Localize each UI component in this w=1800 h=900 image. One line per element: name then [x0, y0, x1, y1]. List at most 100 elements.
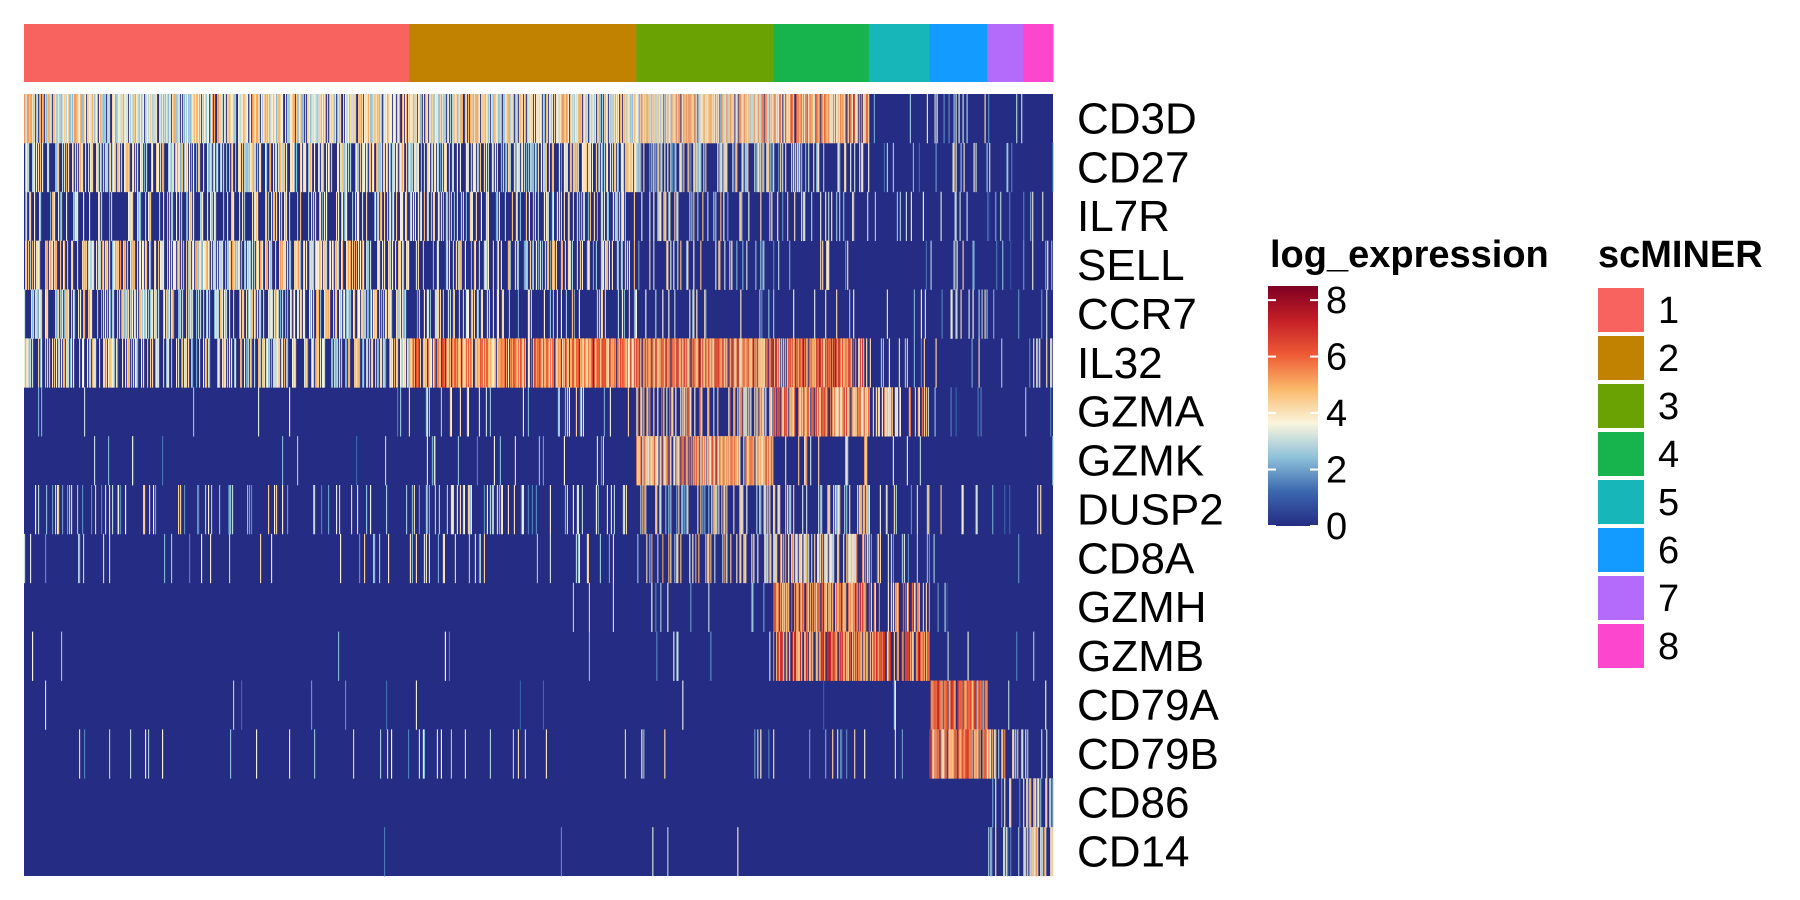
heatmap-cell — [277, 94, 279, 144]
heatmap-cell — [599, 94, 601, 144]
heatmap-cell — [442, 533, 444, 584]
heatmap-cell — [95, 485, 97, 535]
heatmap-cell — [773, 631, 775, 681]
heatmap-cell — [744, 533, 746, 584]
heatmap-cell — [284, 338, 286, 388]
heatmap-cell — [202, 191, 204, 242]
heatmap-cell — [653, 142, 655, 193]
heatmap-cell — [799, 631, 801, 681]
heatmap-cell — [295, 338, 297, 388]
heatmap-row-gzmh — [572, 582, 948, 633]
heatmap-cell — [215, 289, 217, 339]
heatmap-cell — [839, 338, 841, 388]
heatmap-cell — [25, 142, 27, 193]
heatmap-cell — [813, 582, 815, 633]
heatmap-cell — [155, 94, 157, 144]
heatmap-cell — [152, 289, 154, 339]
heatmap-cell — [954, 240, 956, 290]
heatmap-cell — [741, 387, 743, 437]
heatmap-cell — [988, 191, 990, 242]
heatmap-cell — [232, 191, 234, 242]
heatmap-cell — [59, 338, 61, 388]
cluster-bar-8 — [1023, 24, 1054, 82]
heatmap-cell — [1033, 338, 1035, 388]
heatmap-cell — [84, 387, 86, 437]
heatmap-cell — [91, 485, 93, 535]
heatmap-cell — [633, 338, 635, 388]
heatmap-cell — [833, 631, 835, 681]
heatmap-cell — [313, 338, 315, 388]
heatmap-cell — [28, 94, 30, 144]
heatmap-cell — [602, 338, 604, 388]
heatmap-cell — [704, 338, 706, 388]
heatmap-cell — [144, 485, 146, 535]
heatmap-cell — [676, 338, 678, 388]
heatmap-cell — [133, 338, 135, 388]
heatmap-cell — [515, 191, 517, 242]
heatmap-cell — [597, 142, 599, 193]
heatmap-cell — [250, 338, 252, 388]
heatmap-cell — [134, 289, 136, 339]
heatmap-cell — [833, 533, 835, 584]
heatmap-cell — [698, 94, 700, 144]
heatmap-cell — [583, 191, 585, 242]
heatmap-cell — [916, 582, 918, 633]
heatmap-cell — [978, 289, 980, 339]
heatmap-cell — [904, 631, 906, 681]
heatmap-cell — [690, 582, 692, 633]
heatmap-cell — [62, 485, 64, 535]
heatmap-cell — [814, 94, 816, 144]
heatmap-cell — [240, 289, 242, 339]
heatmap-cell — [798, 142, 800, 193]
heatmap-cell — [431, 142, 433, 193]
heatmap-cell — [492, 338, 494, 388]
heatmap-cell — [825, 533, 827, 584]
heatmap-cell — [953, 240, 955, 290]
heatmap-cell — [844, 338, 846, 388]
heatmap-cell — [91, 94, 93, 144]
heatmap-cell — [802, 485, 804, 535]
heatmap-cell — [231, 338, 233, 388]
heatmap-cell — [173, 142, 175, 193]
heatmap-cell — [667, 338, 669, 388]
heatmap-cell — [684, 485, 686, 535]
heatmap-cell — [558, 387, 560, 437]
heatmap-cell — [386, 142, 388, 193]
heatmap-cell — [611, 338, 613, 388]
heatmap-cell — [940, 729, 942, 779]
heatmap-cell — [713, 485, 715, 535]
heatmap-cell — [496, 485, 498, 535]
heatmap-cell — [1047, 240, 1049, 290]
heatmap-cell — [97, 94, 99, 144]
heatmap-cell — [47, 240, 49, 290]
heatmap-cell — [649, 533, 651, 584]
heatmap-cell — [648, 436, 650, 486]
heatmap-cell — [391, 94, 393, 144]
heatmap-cell — [577, 142, 579, 193]
heatmap-cell — [717, 436, 719, 486]
heatmap-cell — [601, 94, 603, 144]
heatmap-cell — [338, 142, 340, 193]
heatmap-cell — [365, 94, 367, 144]
heatmap-cell — [426, 94, 428, 144]
heatmap-cell — [563, 94, 565, 144]
heatmap-cell — [322, 94, 324, 144]
heatmap-cell — [585, 94, 587, 144]
heatmap-cell — [823, 94, 825, 144]
heatmap-cell — [29, 94, 31, 144]
heatmap-cell — [236, 240, 238, 290]
heatmap-cell — [422, 94, 424, 144]
heatmap-cell — [476, 338, 478, 388]
heatmap-cell — [279, 240, 281, 290]
heatmap-cell — [863, 485, 865, 535]
heatmap-cell — [81, 142, 83, 193]
heatmap-cell — [754, 387, 756, 437]
heatmap-cell — [144, 289, 146, 339]
heatmap-cell — [218, 289, 220, 339]
heatmap-cell — [494, 338, 496, 388]
heatmap-cell — [450, 191, 452, 242]
heatmap-cell — [888, 387, 890, 437]
heatmap-cell — [483, 142, 485, 193]
heatmap-cell — [836, 631, 838, 681]
